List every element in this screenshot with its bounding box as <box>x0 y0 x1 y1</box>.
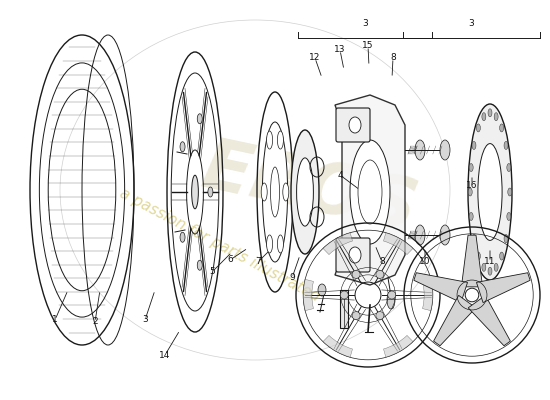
Text: 7: 7 <box>255 258 261 266</box>
Wedge shape <box>422 279 433 311</box>
Ellipse shape <box>488 109 492 117</box>
Ellipse shape <box>472 142 476 150</box>
Wedge shape <box>383 233 413 255</box>
Text: 16: 16 <box>466 180 478 190</box>
Text: 6: 6 <box>227 256 233 264</box>
Ellipse shape <box>197 260 202 270</box>
Polygon shape <box>433 295 476 346</box>
Ellipse shape <box>508 188 512 196</box>
Text: 3: 3 <box>142 316 148 324</box>
Text: 3: 3 <box>362 19 368 28</box>
Ellipse shape <box>440 225 450 245</box>
Ellipse shape <box>494 113 498 121</box>
Wedge shape <box>323 233 353 255</box>
Ellipse shape <box>504 142 508 150</box>
Polygon shape <box>461 235 482 287</box>
Ellipse shape <box>482 113 486 121</box>
Ellipse shape <box>388 291 396 299</box>
Ellipse shape <box>499 124 504 132</box>
Ellipse shape <box>277 235 283 253</box>
Ellipse shape <box>376 312 384 320</box>
Ellipse shape <box>358 160 382 224</box>
Ellipse shape <box>277 131 283 149</box>
Ellipse shape <box>376 270 384 278</box>
Ellipse shape <box>352 312 360 320</box>
Polygon shape <box>335 95 405 285</box>
Ellipse shape <box>507 212 511 220</box>
Ellipse shape <box>488 267 492 275</box>
Ellipse shape <box>468 104 512 280</box>
Text: 9: 9 <box>289 274 295 282</box>
Ellipse shape <box>318 284 326 296</box>
Ellipse shape <box>507 164 511 172</box>
FancyBboxPatch shape <box>336 238 370 272</box>
Text: 13: 13 <box>334 46 346 54</box>
Ellipse shape <box>180 232 185 242</box>
Text: 8: 8 <box>379 258 385 266</box>
Ellipse shape <box>440 140 450 160</box>
Polygon shape <box>414 273 468 302</box>
Text: 5: 5 <box>209 268 215 276</box>
Ellipse shape <box>387 291 395 309</box>
Text: 4: 4 <box>337 170 343 180</box>
Ellipse shape <box>415 225 425 245</box>
Ellipse shape <box>267 131 273 149</box>
Text: 8: 8 <box>390 54 396 62</box>
Circle shape <box>465 288 479 302</box>
Text: 11: 11 <box>484 258 496 266</box>
Ellipse shape <box>340 291 348 299</box>
Ellipse shape <box>191 175 199 209</box>
Ellipse shape <box>476 252 480 260</box>
Ellipse shape <box>352 270 360 278</box>
Ellipse shape <box>262 122 288 262</box>
Text: EROS: EROS <box>196 134 424 246</box>
Ellipse shape <box>350 140 390 244</box>
Ellipse shape <box>271 167 279 217</box>
Text: 1: 1 <box>52 316 58 324</box>
Ellipse shape <box>291 130 319 254</box>
Ellipse shape <box>197 114 202 124</box>
Wedge shape <box>303 279 313 311</box>
Ellipse shape <box>504 234 508 242</box>
Text: 12: 12 <box>309 54 321 62</box>
Polygon shape <box>468 295 510 346</box>
Ellipse shape <box>469 212 473 220</box>
Polygon shape <box>476 273 530 302</box>
Ellipse shape <box>349 247 361 263</box>
Text: 2: 2 <box>92 318 98 326</box>
Ellipse shape <box>499 252 504 260</box>
Ellipse shape <box>296 158 314 226</box>
FancyBboxPatch shape <box>336 108 370 142</box>
Wedge shape <box>323 335 353 357</box>
Ellipse shape <box>415 140 425 160</box>
Text: a passion for parts illustrated: a passion for parts illustrated <box>117 186 323 304</box>
Ellipse shape <box>472 234 476 242</box>
Bar <box>340 290 348 328</box>
Ellipse shape <box>261 183 267 201</box>
Ellipse shape <box>476 124 480 132</box>
Ellipse shape <box>267 235 273 253</box>
Text: 10: 10 <box>419 258 431 266</box>
Ellipse shape <box>468 188 472 196</box>
Ellipse shape <box>180 142 185 152</box>
Text: 15: 15 <box>362 42 374 50</box>
Ellipse shape <box>482 263 486 271</box>
Text: 3: 3 <box>469 19 474 28</box>
Ellipse shape <box>494 263 498 271</box>
Ellipse shape <box>469 164 473 172</box>
Ellipse shape <box>349 117 361 133</box>
Ellipse shape <box>478 144 502 240</box>
Ellipse shape <box>208 187 213 197</box>
Text: 14: 14 <box>160 350 170 360</box>
Wedge shape <box>383 335 413 357</box>
Ellipse shape <box>283 183 289 201</box>
